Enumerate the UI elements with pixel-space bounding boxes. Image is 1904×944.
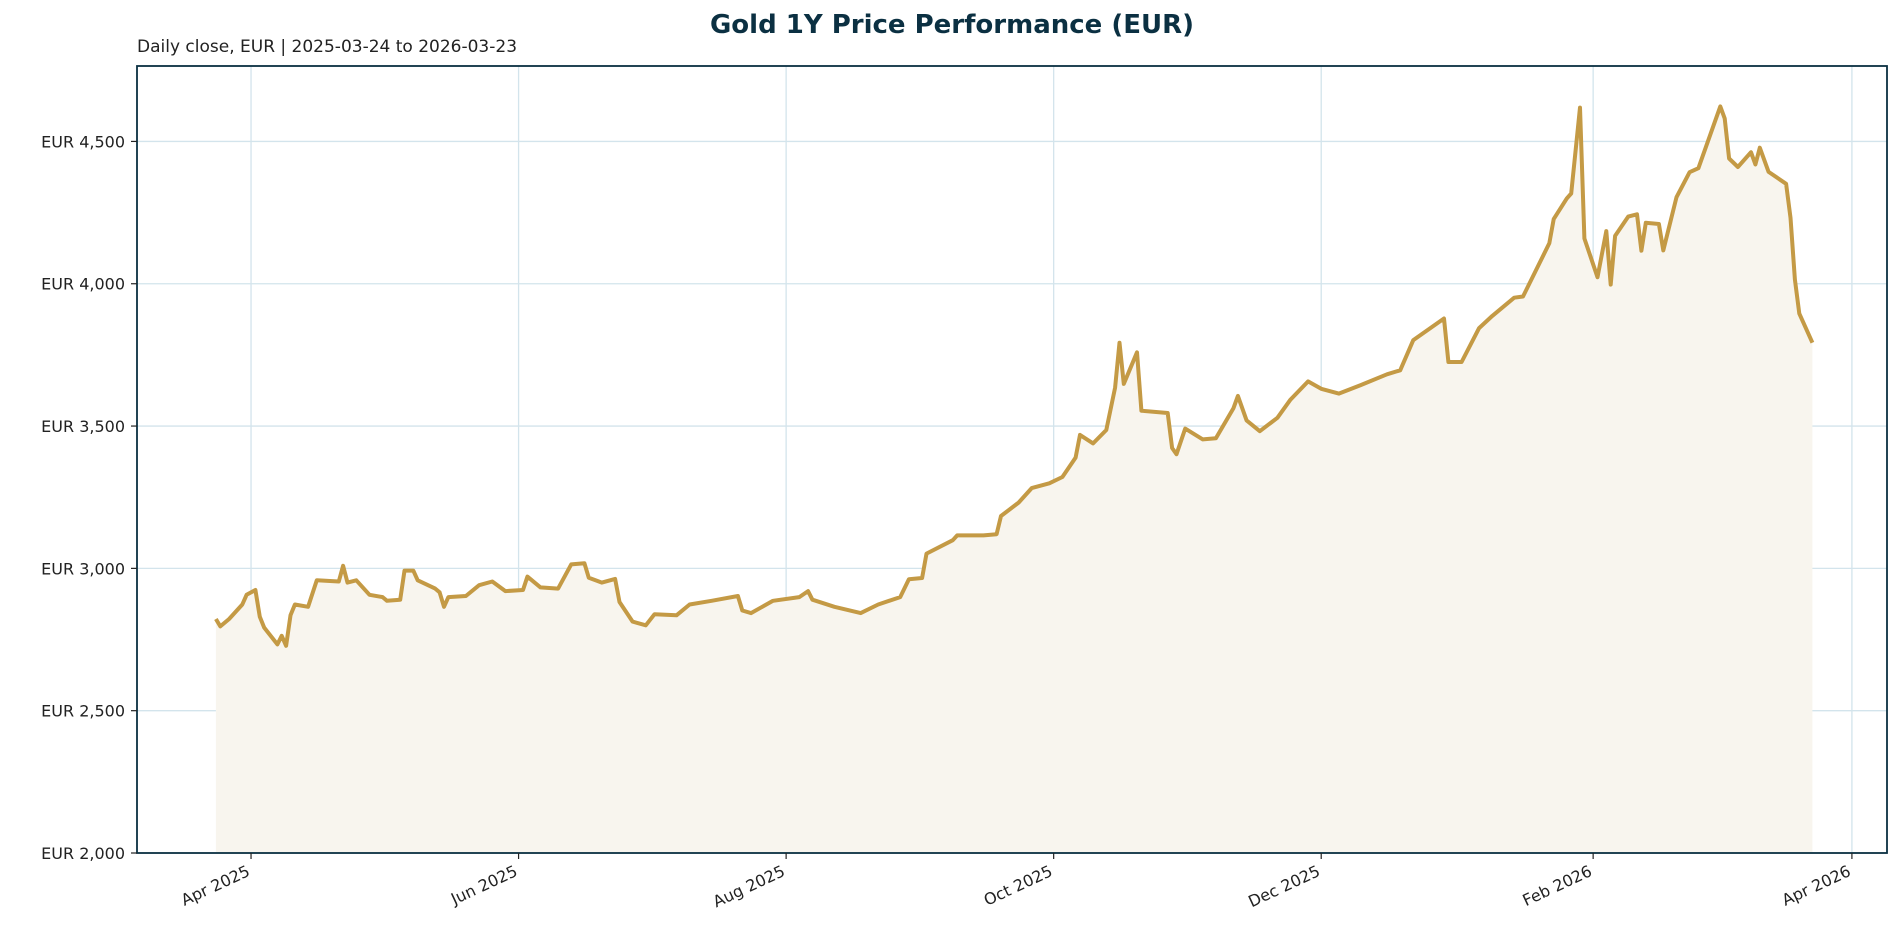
chart-subtitle: Daily close, EUR | 2025-03-24 to 2026-03… [137,37,518,57]
y-tick-label: EUR 4,500 [41,132,125,151]
y-axis: EUR 2,000 EUR 2,500 EUR 3,000 EUR 3,500 EUR … [41,132,137,863]
x-tick-label: Apr 2026 [1779,861,1854,909]
y-tick-label: EUR 3,000 [41,559,125,578]
plot-frame [136,65,1888,854]
price-area-fill [215,106,1813,853]
x-tick-label: Jun 2025 [447,861,520,909]
x-tick-label: Apr 2025 [178,861,253,909]
y-tick-label: EUR 2,500 [41,702,125,721]
chart-title: Gold 1Y Price Performance (EUR) [709,10,1195,40]
y-tick-label: EUR 3,500 [41,417,125,436]
x-tick-label: Aug 2025 [710,861,788,911]
x-tick-label: Feb 2026 [1520,861,1595,910]
y-tick-label: EUR 4,000 [41,275,125,294]
x-tick-label: Oct 2025 [981,861,1056,909]
y-tick-label: EUR 2,000 [41,844,125,863]
price-line [214,104,1815,648]
x-axis: Apr 2025 Jun 2025 Aug 2025 Oct 2025 Dec 2025… [178,853,1854,911]
x-tick-label: Dec 2025 [1245,861,1323,911]
